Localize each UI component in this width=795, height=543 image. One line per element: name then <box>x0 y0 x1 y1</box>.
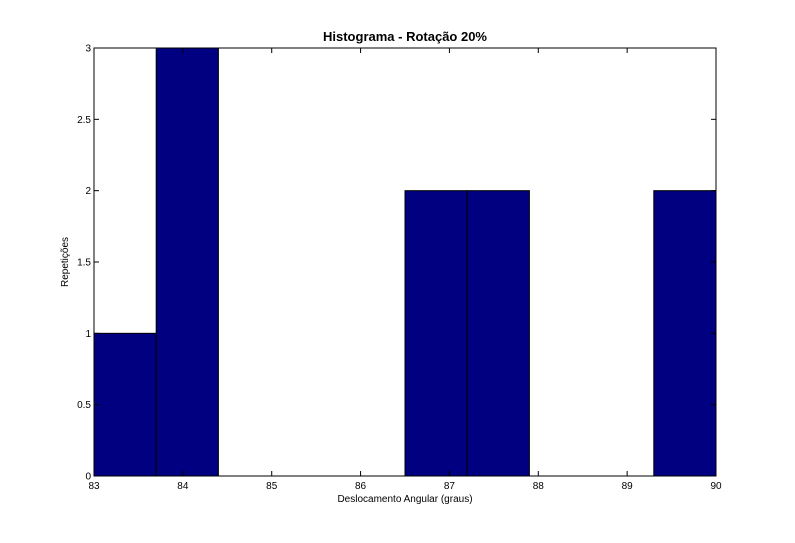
ticks-group <box>93 47 717 477</box>
x-tick-label: 88 <box>533 481 545 492</box>
x-tick-label: 85 <box>266 481 278 492</box>
y-tick-label: 0.5 <box>77 400 91 411</box>
y-tick-label: 0 <box>85 472 91 483</box>
histogram-bar <box>653 190 717 477</box>
x-tick-label: 89 <box>622 481 634 492</box>
x-axis-label: Deslocamento Angular (graus) <box>337 494 472 505</box>
histogram-bar <box>155 47 219 477</box>
x-tick-label: 83 <box>88 481 100 492</box>
x-tick-label: 87 <box>444 481 456 492</box>
tick-labels-group: 83 84 85 86 87 88 89 90 0 0.5 1 1.5 2 2.5 3 <box>77 44 722 493</box>
y-tick-label: 1 <box>85 329 91 340</box>
histogram-bar <box>93 332 157 477</box>
y-tick-label: 1.5 <box>77 258 91 269</box>
histogram-bar <box>404 190 468 477</box>
chart-title: Histograma - Rotação 20% <box>323 29 487 44</box>
histogram-bar <box>466 190 530 477</box>
x-tick-label: 86 <box>355 481 367 492</box>
y-tick-label: 2 <box>85 186 91 197</box>
y-axis-label: Repetições <box>60 237 71 287</box>
x-tick-label: 90 <box>710 481 722 492</box>
y-tick-label: 2.5 <box>77 115 91 126</box>
y-tick-label: 3 <box>85 44 91 55</box>
x-tick-label: 84 <box>177 481 189 492</box>
bars-group <box>93 47 717 477</box>
